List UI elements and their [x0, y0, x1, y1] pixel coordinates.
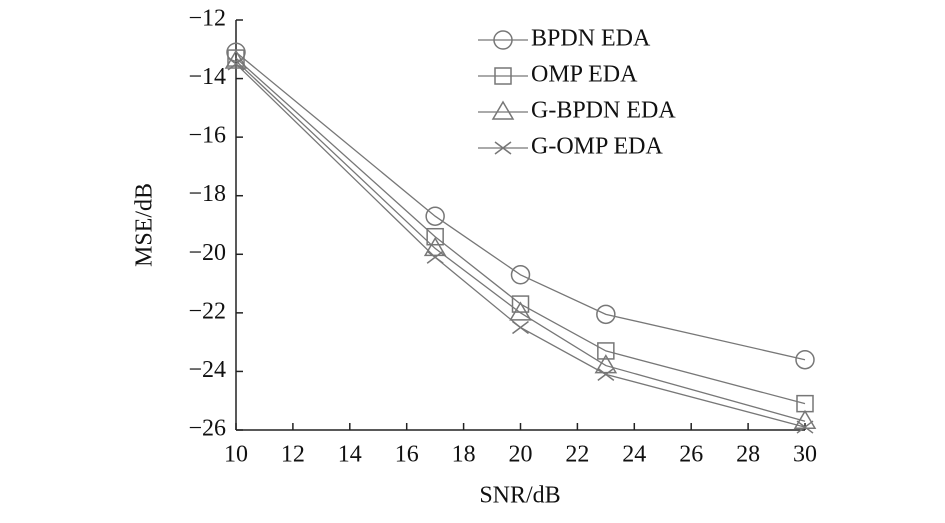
legend-label: OMP EDA	[531, 62, 638, 88]
marker	[596, 304, 616, 325]
marker	[793, 409, 817, 429]
marker	[597, 367, 615, 381]
x-tick-label: 20	[509, 442, 533, 468]
x-tick-label: 30	[793, 442, 817, 468]
x-tick-label: 12	[281, 442, 305, 468]
x-tick-label: 14	[338, 442, 362, 468]
y-tick-label: −12	[188, 6, 226, 32]
legend-label: BPDN EDA	[531, 26, 651, 52]
marker	[227, 57, 245, 71]
series-line	[235, 51, 806, 361]
y-tick-label: −24	[188, 357, 226, 383]
marker	[426, 227, 444, 246]
marker	[491, 100, 515, 120]
x-tick-label: 22	[565, 442, 589, 468]
y-tick-label: −22	[188, 298, 226, 324]
marker	[509, 301, 532, 321]
legend-label: G-BPDN EDA	[531, 98, 676, 124]
x-tick-label: 10	[224, 442, 248, 468]
marker	[597, 342, 615, 360]
marker	[510, 265, 531, 285]
marker	[423, 236, 447, 257]
x-tick-label: 24	[622, 442, 646, 468]
marker	[512, 320, 529, 335]
y-axis-label: MSE/dB	[132, 183, 158, 267]
marker	[426, 250, 444, 264]
x-tick-label: 16	[395, 442, 419, 468]
y-tick-label: −20	[188, 240, 226, 266]
marker	[493, 30, 513, 50]
marker	[494, 67, 512, 85]
series-line	[235, 57, 806, 405]
x-axis-label: SNR/dB	[479, 483, 560, 509]
marker	[425, 206, 445, 226]
marker	[796, 420, 814, 434]
marker	[594, 354, 618, 374]
series-line	[235, 63, 806, 428]
marker	[795, 349, 815, 370]
y-tick-label: −16	[188, 123, 226, 149]
legend-label: G-OMP EDA	[531, 134, 663, 160]
x-tick-label: 18	[452, 442, 476, 468]
x-tick-label: 26	[679, 442, 703, 468]
marker	[494, 141, 512, 155]
y-tick-label: −14	[188, 64, 226, 90]
y-tick-label: −26	[188, 416, 226, 442]
y-tick-label: −18	[188, 181, 226, 207]
x-tick-label: 28	[736, 442, 760, 468]
series-line	[235, 60, 806, 422]
